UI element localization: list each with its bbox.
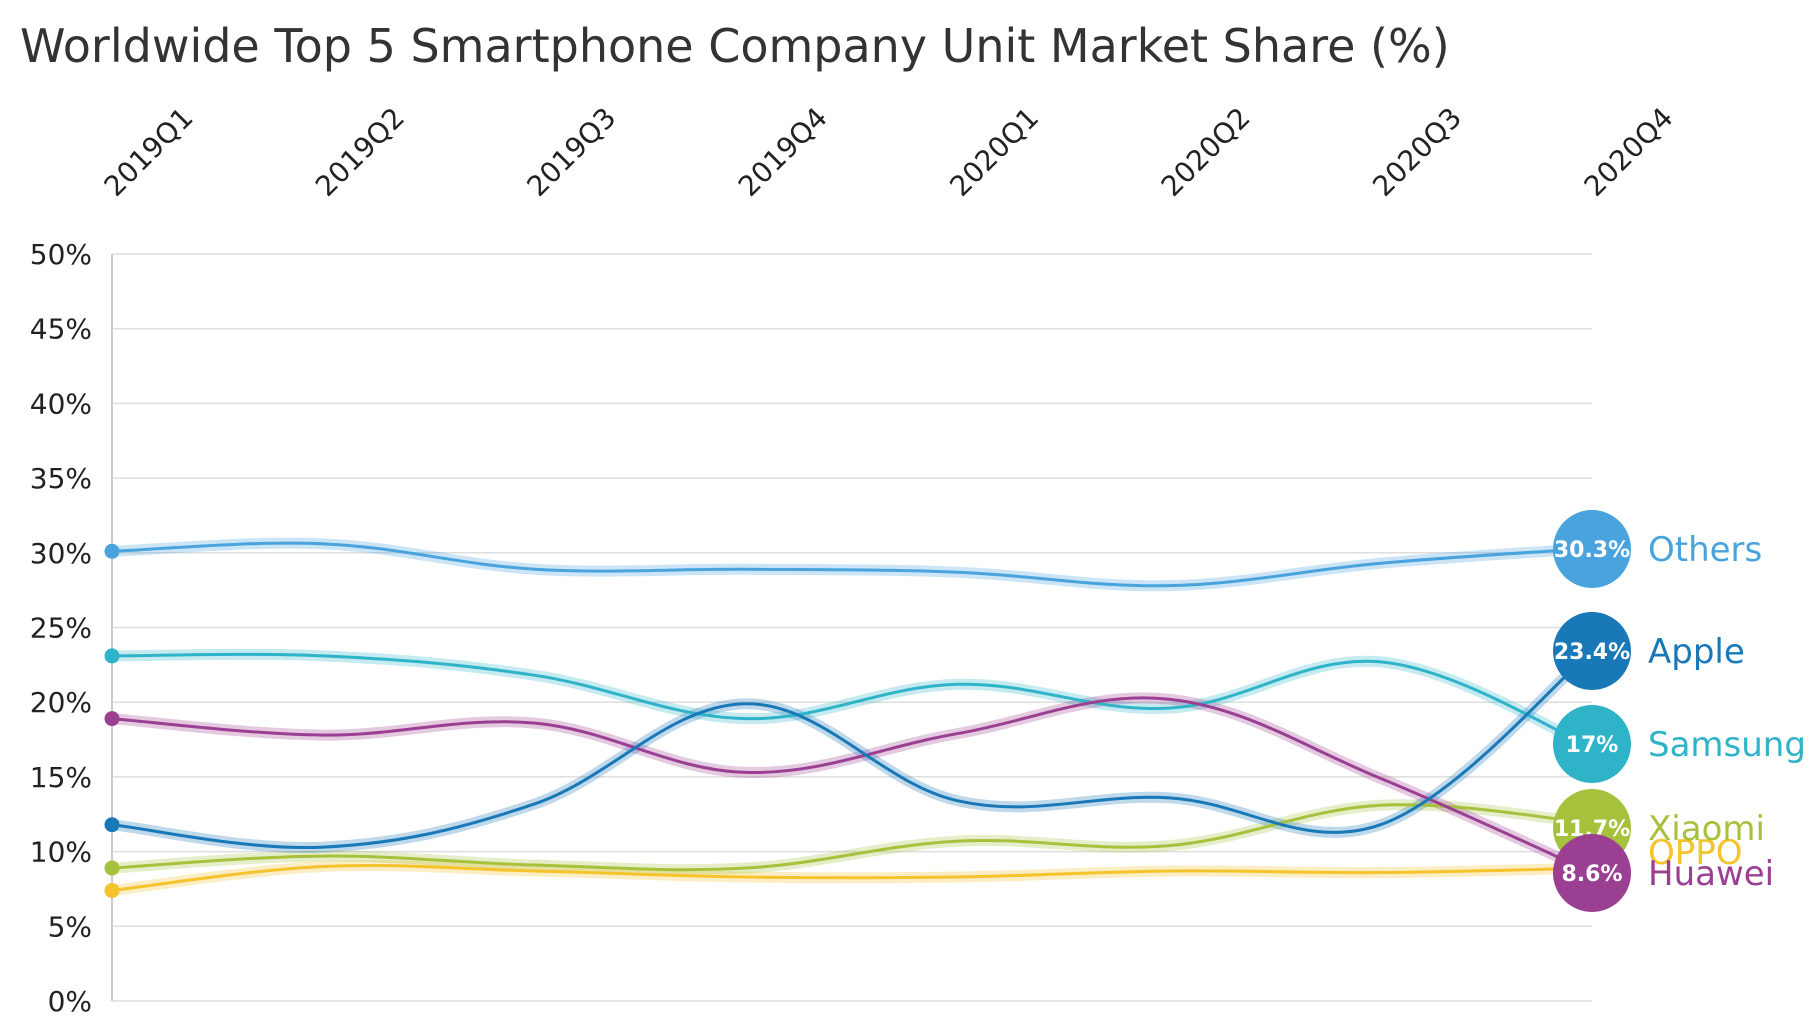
samsung-end-value: 17% bbox=[1566, 733, 1619, 758]
y-tick-label: 10% bbox=[30, 836, 92, 869]
series-start-markers bbox=[104, 534, 1391, 898]
xiaomi-series-line bbox=[110, 803, 1594, 872]
samsung-point[interactable] bbox=[313, 646, 333, 666]
samsung-end-label: 17% Samsung bbox=[1553, 705, 1806, 783]
samsung-point[interactable] bbox=[525, 665, 545, 685]
y-tick-label: 45% bbox=[30, 313, 92, 346]
xiaomi-point[interactable] bbox=[1159, 836, 1179, 856]
others-series-name: Others bbox=[1648, 530, 1762, 570]
samsung-series-line bbox=[110, 652, 1594, 749]
oppo-end-label: OPPO bbox=[1648, 833, 1743, 873]
y-tick-label: 15% bbox=[30, 761, 92, 794]
huawei-end-bubble bbox=[1553, 834, 1631, 912]
others-point[interactable] bbox=[736, 559, 756, 579]
huawei-point[interactable] bbox=[736, 762, 756, 782]
others-point[interactable] bbox=[1159, 576, 1179, 596]
apple-end-bubble bbox=[1553, 612, 1631, 690]
series-lines bbox=[110, 541, 1594, 892]
apple-end-value: 23.4% bbox=[1554, 640, 1630, 665]
apple-point[interactable] bbox=[1159, 788, 1179, 808]
xiaomi-point[interactable] bbox=[736, 858, 756, 878]
y-tick-label: 0% bbox=[48, 985, 92, 1018]
x-tick-label: 2020Q1 bbox=[943, 101, 1045, 203]
y-tick-label: 30% bbox=[30, 537, 92, 570]
series-halos bbox=[106, 537, 1598, 896]
oppo-point[interactable] bbox=[948, 867, 968, 887]
xiaomi-series-name: Xiaomi bbox=[1648, 809, 1765, 849]
apple-point[interactable] bbox=[736, 694, 756, 714]
huawei-end-value: 8.6% bbox=[1561, 862, 1622, 887]
apple-point[interactable] bbox=[1371, 815, 1391, 835]
huawei-point[interactable] bbox=[1371, 768, 1391, 788]
others-series-line bbox=[110, 541, 1594, 588]
y-tick-label: 50% bbox=[30, 238, 92, 271]
x-tick-label: 2019Q3 bbox=[520, 101, 622, 203]
huawei-point[interactable] bbox=[1159, 689, 1179, 709]
huawei-start-marker bbox=[104, 711, 120, 727]
samsung-start-marker bbox=[104, 648, 120, 664]
apple-series-line bbox=[110, 649, 1594, 850]
huawei-end-label: 8.6% Huawei bbox=[1553, 834, 1774, 912]
x-tick-label: 2020Q4 bbox=[1578, 101, 1680, 203]
x-tick-label: 2019Q4 bbox=[732, 101, 834, 203]
others-point[interactable] bbox=[948, 562, 968, 582]
samsung-point[interactable] bbox=[1371, 652, 1391, 672]
others-point[interactable] bbox=[313, 534, 333, 554]
oppo-series-line bbox=[110, 863, 1594, 892]
x-tick-label: 2020Q2 bbox=[1155, 101, 1257, 203]
others-end-bubble bbox=[1553, 510, 1631, 588]
x-tick-label: 2020Q3 bbox=[1366, 101, 1468, 203]
xiaomi-point[interactable] bbox=[1371, 795, 1391, 815]
apple-point[interactable] bbox=[313, 837, 333, 857]
others-end-label: 30.3% Others bbox=[1553, 510, 1762, 588]
y-axis-ticks: 0% 5% 10% 15% 20% 25% 30% 35% 40% 45% 50% bbox=[30, 238, 92, 1018]
x-tick-label: 2019Q2 bbox=[309, 101, 411, 203]
y-tick-label: 25% bbox=[30, 612, 92, 645]
x-axis-ticks: 2019Q1 2019Q2 2019Q3 2019Q4 2020Q1 2020Q2 2020… bbox=[98, 101, 1680, 203]
xiaomi-series-halo bbox=[106, 799, 1598, 876]
gridlines bbox=[111, 253, 1592, 1002]
chart-title: Worldwide Top 5 Smartphone Company Unit … bbox=[20, 19, 1450, 73]
apple-series-name: Apple bbox=[1648, 632, 1745, 672]
y-tick-label: 35% bbox=[30, 462, 92, 495]
apple-point[interactable] bbox=[948, 791, 968, 811]
huawei-point[interactable] bbox=[525, 713, 545, 733]
y-tick-label: 40% bbox=[30, 387, 92, 420]
others-point[interactable] bbox=[525, 559, 545, 579]
apple-series-halo bbox=[106, 645, 1598, 854]
huawei-series-name: Huawei bbox=[1648, 854, 1774, 894]
apple-end-label: 23.4% Apple bbox=[1553, 612, 1745, 690]
apple-start-marker bbox=[104, 817, 120, 833]
others-end-value: 30.3% bbox=[1554, 538, 1630, 563]
samsung-end-bubble bbox=[1553, 705, 1631, 783]
oppo-series-name: OPPO bbox=[1648, 833, 1743, 873]
oppo-point[interactable] bbox=[1371, 863, 1391, 883]
oppo-point[interactable] bbox=[1159, 861, 1179, 881]
samsung-series-name: Samsung bbox=[1648, 725, 1806, 765]
others-point[interactable] bbox=[1371, 553, 1391, 573]
others-start-marker bbox=[104, 543, 120, 559]
oppo-start-marker bbox=[104, 882, 120, 898]
samsung-point[interactable] bbox=[948, 674, 968, 694]
y-tick-label: 5% bbox=[48, 910, 92, 943]
apple-point[interactable] bbox=[525, 794, 545, 814]
x-tick-label: 2019Q1 bbox=[98, 101, 200, 203]
huawei-point[interactable] bbox=[313, 725, 333, 745]
xiaomi-point[interactable] bbox=[948, 831, 968, 851]
y-tick-label: 20% bbox=[30, 686, 92, 719]
xiaomi-point[interactable] bbox=[525, 855, 545, 875]
xiaomi-start-marker bbox=[104, 860, 120, 876]
huawei-point[interactable] bbox=[948, 724, 968, 744]
